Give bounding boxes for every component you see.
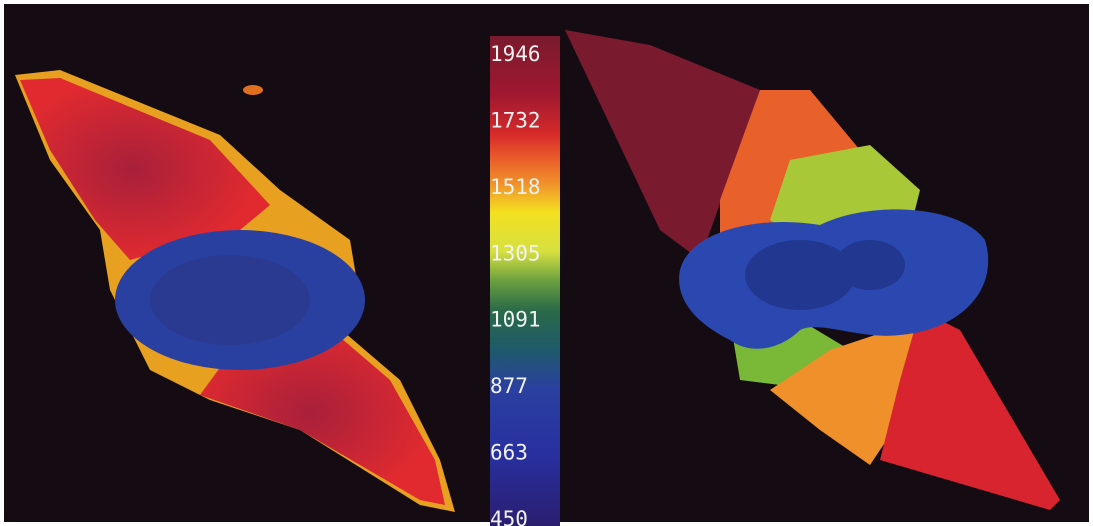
colorbar-label: 1946 xyxy=(490,42,541,66)
colorbar-label: 450 xyxy=(490,507,528,526)
colorbar-label: 663 xyxy=(490,441,528,465)
colorbar-label: 1518 xyxy=(490,175,541,199)
page: 19461732151813051091877663450 (() => { c… xyxy=(0,0,1093,526)
colorbar-label: 1091 xyxy=(490,308,541,332)
image: 1946 1732 1518 1305 1091 877 663 450 xyxy=(0,0,1093,526)
colorbar-label: 877 xyxy=(490,374,528,398)
colorbar-label: 1732 xyxy=(490,108,541,132)
colorbar-label: 1305 xyxy=(490,241,541,265)
